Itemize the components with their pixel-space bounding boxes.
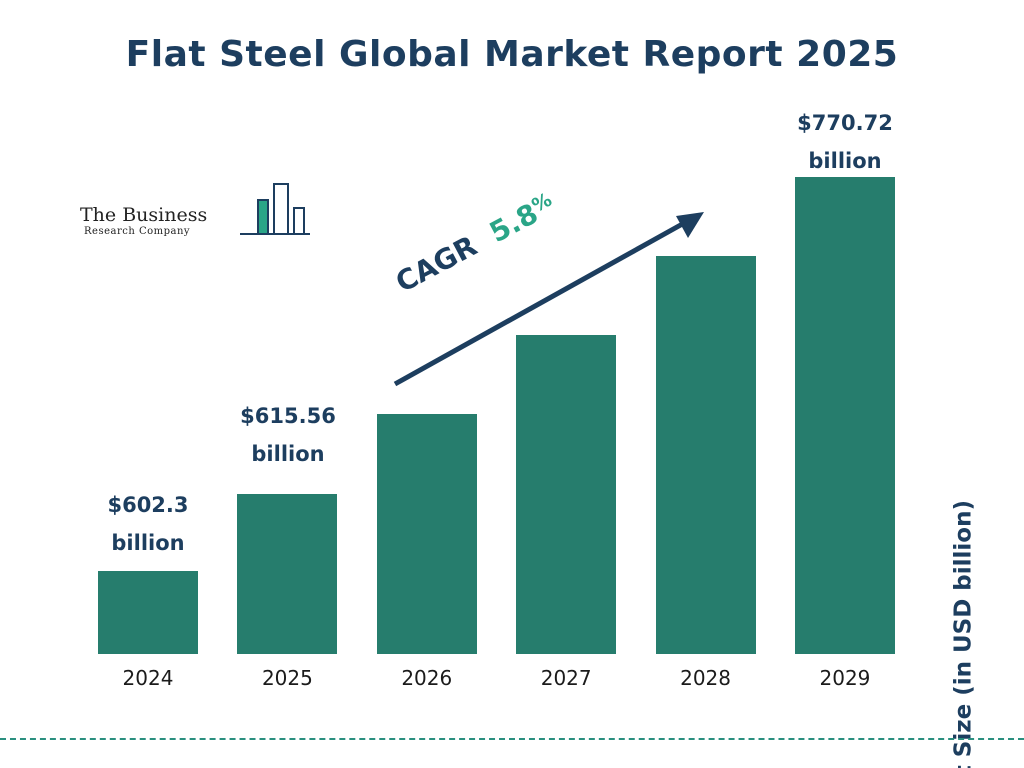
- x-tick-2025: 2025: [261, 666, 313, 690]
- value-label-2025: $615.56 billion: [203, 397, 373, 473]
- value-amount-2024: $602.3: [107, 493, 189, 517]
- logo-text-line1: The Business: [80, 204, 208, 226]
- bar-2025: [237, 494, 338, 654]
- bar-2024: [98, 571, 198, 654]
- x-tick-2029: 2029: [819, 666, 871, 690]
- x-tick-2028: 2028: [680, 666, 732, 690]
- bar-group-2025: 2025: [237, 494, 338, 690]
- value-label-2029: $770.72 billion: [760, 104, 930, 180]
- bar-group-2028: 2028: [655, 256, 756, 690]
- logo-bars-icon: [240, 183, 310, 235]
- value-amount-2025: $615.56: [240, 404, 336, 428]
- bar-2026: [376, 414, 477, 654]
- value-amount-2029: $770.72: [797, 111, 893, 135]
- chart-title: Flat Steel Global Market Report 2025: [125, 34, 899, 75]
- bar-group-2027: 2027: [516, 335, 617, 690]
- bar-group-2029: 2029: [794, 177, 895, 690]
- bar-2027: [516, 335, 617, 654]
- logo-text-line2: Research Company: [84, 226, 191, 237]
- bar-2028: [655, 256, 756, 654]
- company-logo: The Business Research Company: [72, 183, 310, 250]
- x-tick-2027: 2027: [540, 666, 592, 690]
- value-label-2024: $602.3 billion: [63, 486, 233, 562]
- bar-group-2026: 2026: [376, 414, 477, 690]
- bar-group-2024: 2024: [98, 571, 198, 690]
- value-unit-2024: billion: [111, 531, 185, 555]
- bottom-dashed-divider: [0, 738, 1024, 740]
- bar-chart: 2024 2025 2026 2027 2028 2029: [98, 177, 895, 690]
- y-axis-label: Market Size (in USD billion): [950, 500, 976, 768]
- value-unit-2029: billion: [808, 149, 882, 173]
- value-unit-2025: billion: [251, 442, 325, 466]
- x-tick-2026: 2026: [401, 666, 453, 690]
- bar-2029: [794, 177, 895, 654]
- x-tick-2024: 2024: [122, 666, 174, 690]
